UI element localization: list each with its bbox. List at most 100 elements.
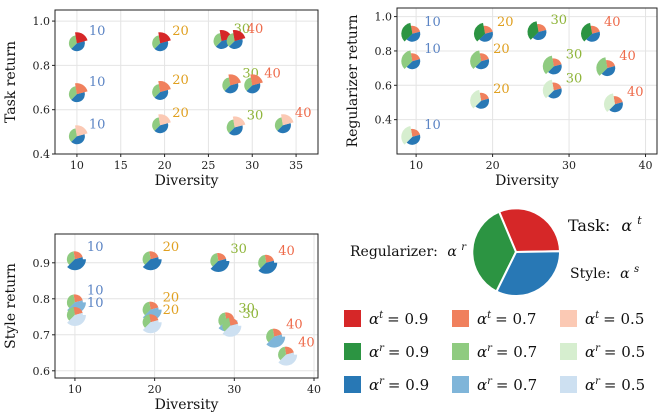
data-point: 40 bbox=[244, 66, 281, 94]
point-wedge-task bbox=[73, 306, 83, 315]
legend-item: αr = 0.7 bbox=[452, 376, 537, 394]
data-point: 30 bbox=[210, 242, 247, 273]
plot-frame bbox=[54, 233, 319, 379]
legend-swatch bbox=[344, 343, 361, 360]
point-wedge-focus bbox=[266, 336, 286, 348]
point-wedge-style bbox=[609, 102, 623, 113]
point-wedge-focus bbox=[473, 22, 485, 42]
point-wedge-task bbox=[605, 60, 616, 69]
legend-text: αr = 0.7 bbox=[477, 376, 537, 394]
data-point: 10 bbox=[68, 117, 105, 145]
data-point: 40 bbox=[596, 49, 636, 77]
y-tick-label: 0.8 bbox=[33, 293, 51, 306]
point-wedge-regularizer bbox=[222, 317, 231, 332]
point-wedge-focus bbox=[580, 22, 592, 42]
data-point: 40 bbox=[580, 15, 621, 42]
y-axis-label: Regularizer return bbox=[345, 15, 361, 148]
point-wedge-style bbox=[586, 31, 601, 42]
point-label: 30 bbox=[238, 301, 255, 316]
point-wedge-task bbox=[228, 317, 239, 326]
point-wedge-style bbox=[406, 134, 421, 145]
chart-panel-3: 10 20 30 40 0.6 0.7 0.8 0.9 Diversity Style retur… bbox=[3, 233, 321, 413]
x-tick-label: 10 bbox=[409, 159, 423, 172]
y-tick-label: 0.9 bbox=[33, 257, 51, 270]
point-label: 10 bbox=[87, 240, 104, 255]
point-wedge-regularizer bbox=[226, 33, 235, 47]
point-label: 40 bbox=[627, 85, 644, 100]
chart-panel-2: 10 20 30 40 0.4 0.6 0.8 1.0 Diversity Regularizer… bbox=[345, 7, 658, 189]
y-tick-label: 1.0 bbox=[375, 11, 393, 24]
point-wedge-regularizer bbox=[213, 33, 222, 47]
point-wedge-style bbox=[548, 88, 562, 99]
point-wedge-regularizer bbox=[222, 77, 231, 91]
point-wedge-task bbox=[552, 58, 562, 67]
point-wedge-focus bbox=[75, 32, 88, 44]
point-wedge-style bbox=[71, 92, 85, 103]
point-wedge-task bbox=[149, 314, 159, 323]
point-wedge-focus bbox=[401, 50, 413, 70]
point-wedge-task bbox=[590, 25, 600, 34]
point-wedge-task bbox=[410, 25, 421, 34]
point-wedge-regularizer bbox=[142, 251, 151, 265]
point-label: 20 bbox=[163, 240, 180, 255]
point-wedge-style bbox=[406, 31, 421, 42]
point-wedge-style bbox=[548, 64, 562, 75]
x-axis-label: Diversity bbox=[155, 173, 219, 189]
point-wedge-style bbox=[406, 59, 421, 70]
point-wedge-regularizer bbox=[66, 294, 75, 309]
point-wedge-regularizer bbox=[66, 251, 75, 265]
y-tick-label: 0.6 bbox=[375, 79, 393, 92]
point-wedge-task bbox=[216, 252, 227, 261]
x-axis-label: Diversity bbox=[495, 173, 559, 189]
data-point: 10 bbox=[401, 15, 441, 42]
point-label: 20 bbox=[497, 15, 514, 30]
point-wedge-focus bbox=[75, 83, 88, 95]
point-wedge-task bbox=[483, 25, 493, 34]
legend-item: αr = 0.7 bbox=[452, 343, 537, 361]
point-wedge-focus bbox=[158, 80, 171, 92]
data-point: 30 bbox=[226, 108, 264, 136]
legend-swatch bbox=[560, 343, 577, 360]
point-wedge-style bbox=[229, 38, 243, 50]
data-point: 20 bbox=[470, 82, 510, 109]
y-tick-label: 0.6 bbox=[33, 104, 51, 117]
pie-slice-style bbox=[495, 250, 562, 298]
point-label: 30 bbox=[566, 47, 583, 62]
point-wedge-focus bbox=[210, 261, 230, 273]
point-label: 20 bbox=[172, 24, 189, 39]
point-wedge-style bbox=[475, 98, 490, 109]
point-wedge-style bbox=[277, 123, 291, 134]
data-point: 30 bbox=[527, 13, 567, 41]
point-wedge-style bbox=[532, 29, 547, 41]
data-point: 40 bbox=[226, 22, 263, 50]
point-wedge-regularizer bbox=[152, 84, 161, 98]
pie-label-style: Style: bbox=[570, 266, 611, 282]
data-point: 20 bbox=[152, 24, 189, 52]
y-axis-label: Style return bbox=[3, 263, 19, 349]
legend-item: αr = 0.5 bbox=[560, 343, 645, 361]
svg-text:Style: α s: Style: α s bbox=[570, 264, 639, 282]
chart-panels: 10 15 20 25 30 35 0.4 0.6 0.8 1.0 Diversity Task re… bbox=[3, 7, 658, 413]
legend-swatch bbox=[452, 343, 469, 360]
point-wedge-focus bbox=[527, 21, 539, 40]
point-wedge-task bbox=[149, 251, 159, 260]
point-label: 30 bbox=[247, 108, 264, 123]
point-label: 20 bbox=[163, 291, 180, 306]
point-wedge-focus bbox=[158, 32, 171, 44]
point-wedge-regularizer bbox=[274, 117, 283, 131]
y-axis-label: Task return bbox=[3, 41, 19, 123]
data-point: 10 bbox=[68, 24, 105, 52]
legend-swatch bbox=[344, 310, 361, 327]
point-label: 20 bbox=[163, 303, 180, 318]
point-wedge-task bbox=[410, 53, 421, 62]
point-wedge-style bbox=[71, 41, 85, 52]
point-wedge-regularizer bbox=[258, 254, 267, 269]
x-tick-label: 10 bbox=[70, 159, 84, 172]
point-wedge-style bbox=[229, 125, 243, 136]
point-wedge-focus bbox=[158, 114, 171, 126]
point-wedge-regularizer bbox=[226, 119, 235, 134]
y-tick-label: 0.7 bbox=[33, 329, 51, 342]
point-wedge-focus bbox=[278, 354, 298, 366]
point-label: 40 bbox=[298, 336, 315, 351]
